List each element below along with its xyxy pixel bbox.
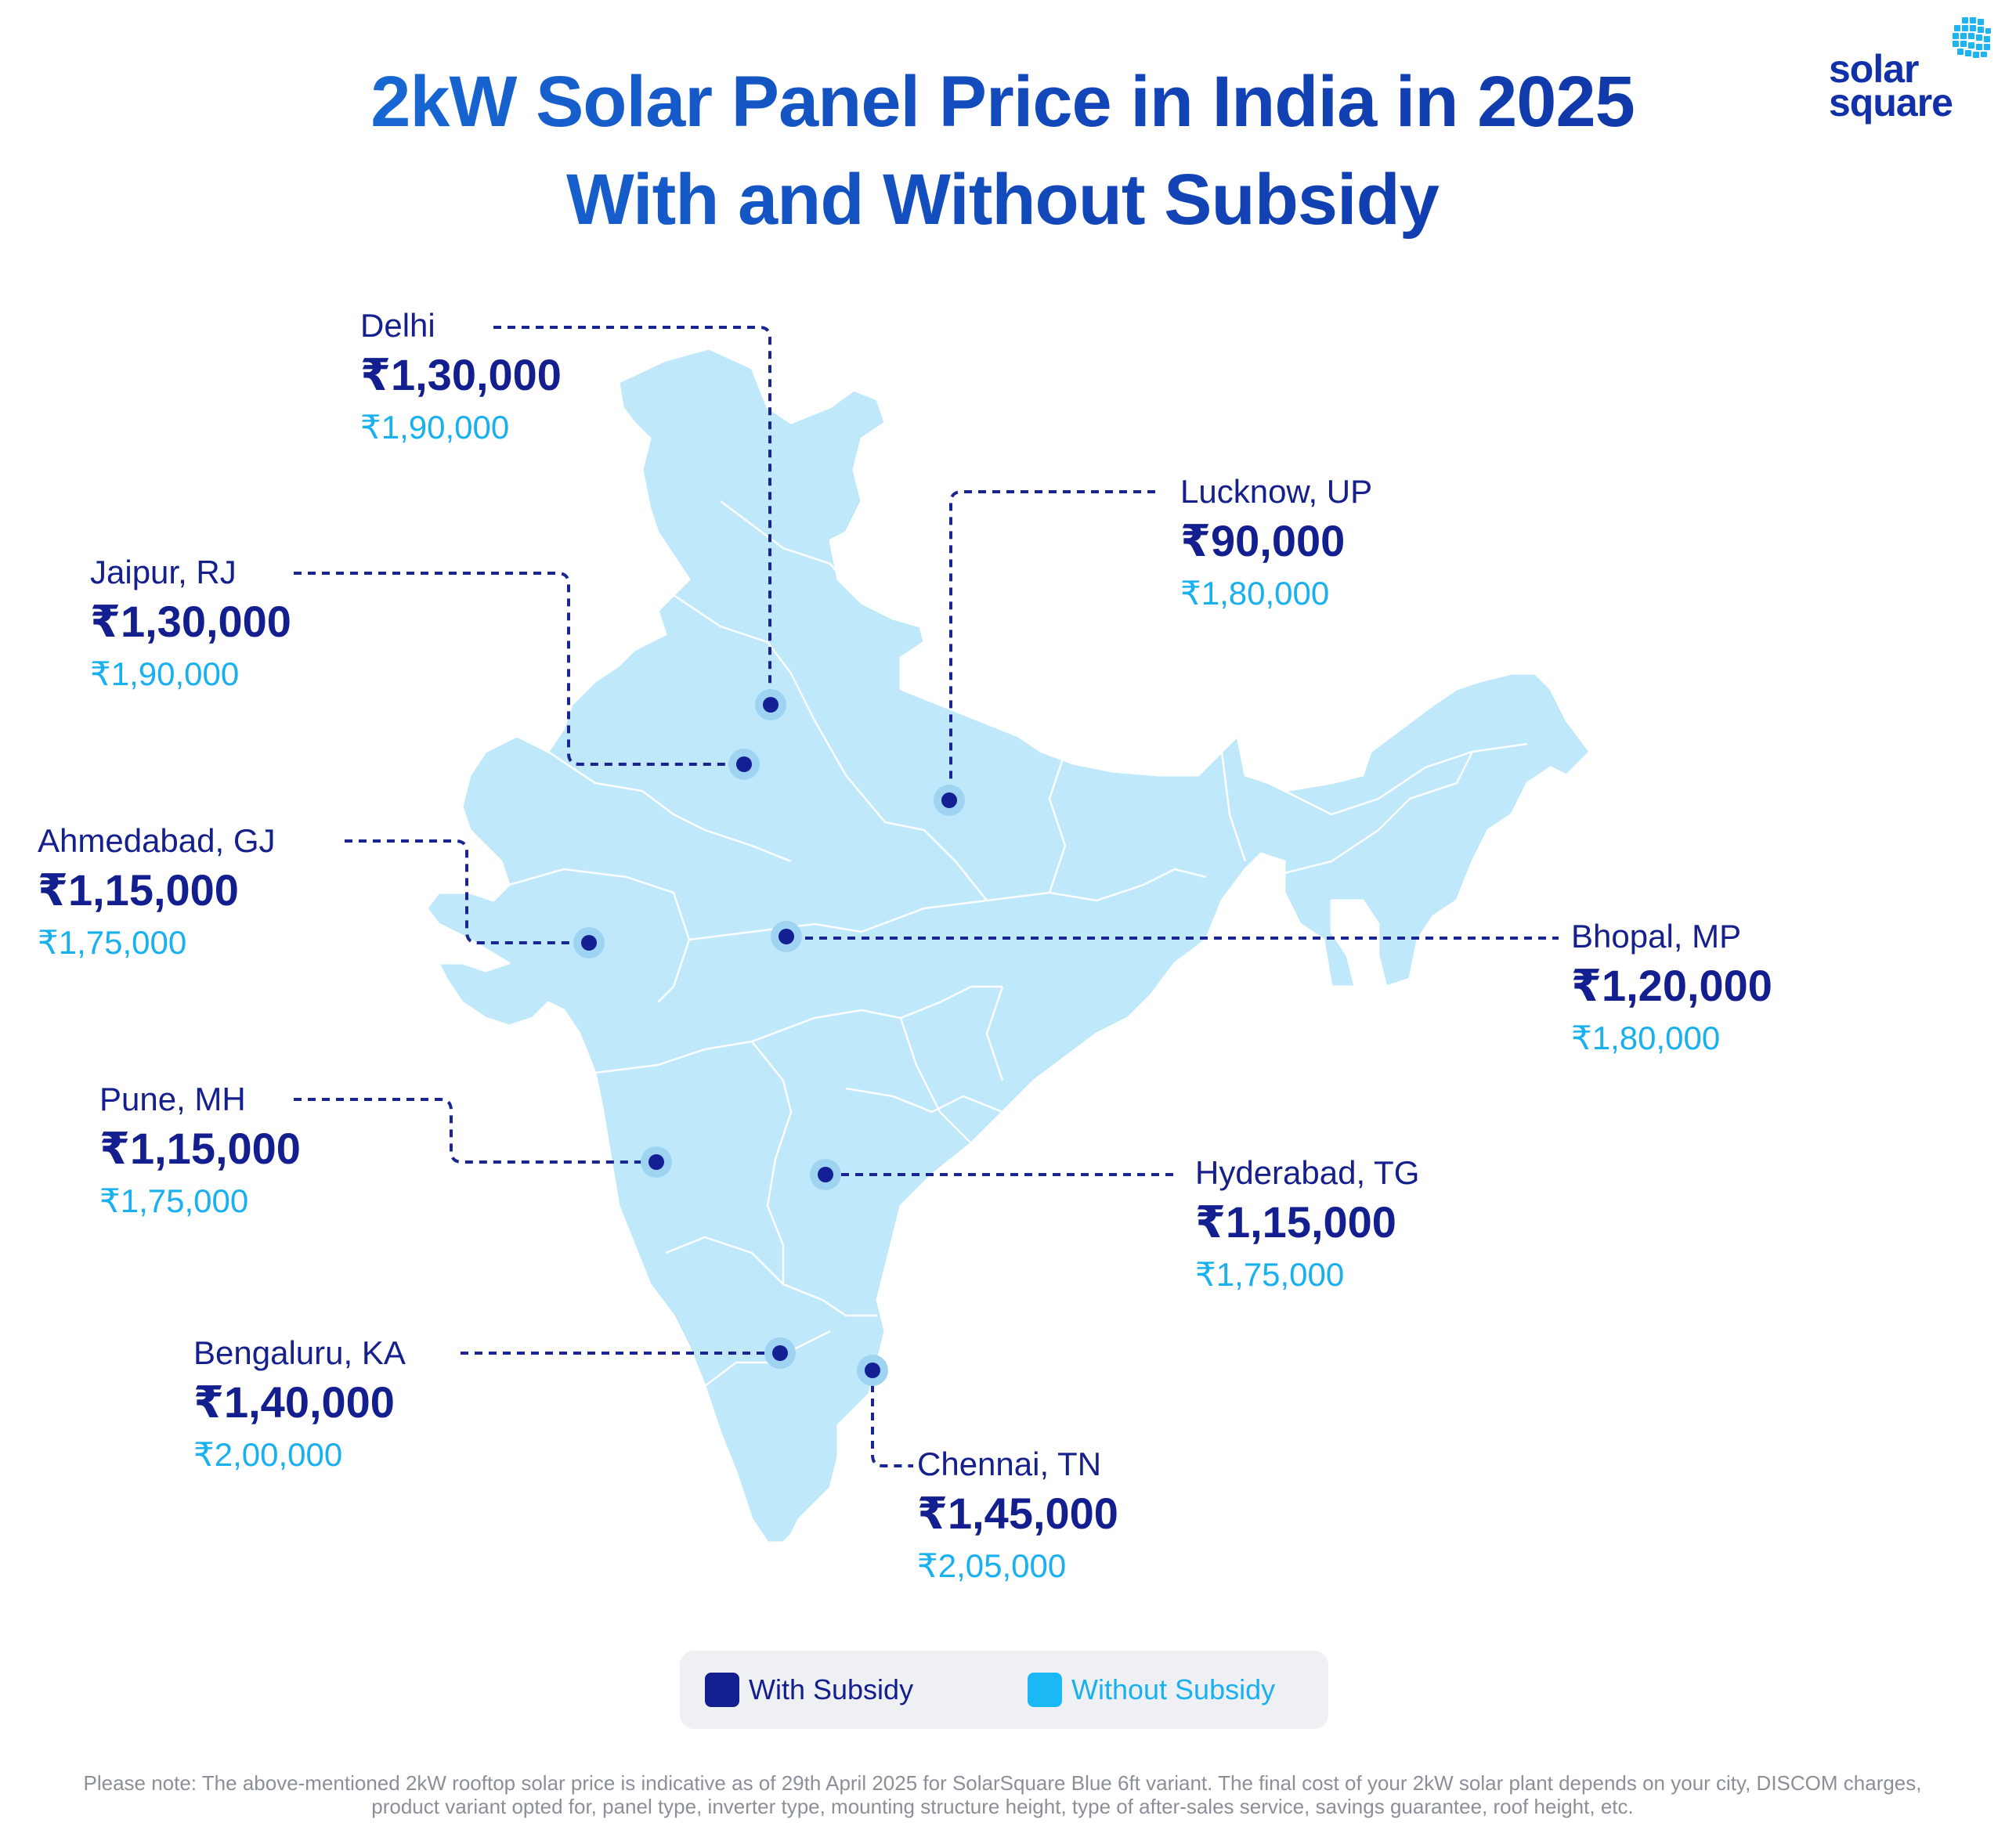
city-label-chennai: Chennai, TN ₹1,45,000 ₹2,05,000: [917, 1444, 1118, 1588]
price-with-subsidy: ₹1,45,000: [917, 1489, 1118, 1538]
city-name: Delhi: [360, 307, 435, 344]
city-marker-bengaluru: [764, 1337, 796, 1369]
price-with-subsidy: ₹1,30,000: [90, 597, 291, 646]
price-without-subsidy: ₹1,90,000: [90, 655, 240, 692]
city-marker-delhi: [755, 689, 786, 720]
leader-line-jaipur: [294, 572, 744, 766]
page-subtitle: With and Without Subsidy: [0, 157, 2005, 243]
city-name: Ahmedabad, GJ: [38, 822, 276, 859]
price-without-subsidy: ₹1,75,000: [38, 924, 187, 961]
city-name: Lucknow, UP: [1180, 473, 1373, 510]
city-name: Chennai, TN: [917, 1446, 1102, 1482]
legend-label-without-subsidy: Without Subsidy: [1071, 1673, 1276, 1705]
logo-word-square: square: [1829, 81, 1953, 125]
disclaimer-note: Please note: The above-mentioned 2kW roo…: [83, 1771, 1922, 1818]
leader-line-delhi: [493, 326, 771, 705]
price-with-subsidy: ₹1,30,000: [360, 350, 562, 399]
city-marker-bhopal: [771, 921, 802, 952]
price-with-subsidy: ₹1,20,000: [1571, 961, 1772, 1010]
legend-item-without-subsidy: Without Subsidy: [1028, 1673, 1275, 1707]
city-label-lucknow: Lucknow, UP ₹90,000 ₹1,80,000: [1180, 471, 1372, 615]
city-name: Pune, MH: [99, 1081, 246, 1117]
city-label-bhopal: Bhopal, MP ₹1,20,000 ₹1,80,000: [1571, 916, 1772, 1060]
leader-line-pune: [294, 1098, 656, 1164]
city-name: Jaipur, RJ: [90, 554, 237, 590]
city-marker-pune: [641, 1146, 672, 1178]
price-without-subsidy: ₹2,00,000: [193, 1436, 343, 1473]
city-name: Bhopal, MP: [1571, 918, 1742, 955]
solarsquare-logo: solar square: [1829, 16, 1993, 125]
city-name: Bengaluru, KA: [193, 1334, 406, 1371]
city-label-ahmedabad: Ahmedabad, GJ ₹1,15,000 ₹1,75,000: [38, 821, 276, 965]
price-with-subsidy: ₹1,15,000: [99, 1124, 301, 1173]
leader-line-ahmedabad: [345, 839, 587, 944]
solar-grid-icon: [1953, 17, 1991, 58]
legend-swatch-without-subsidy: [1028, 1673, 1062, 1707]
price-without-subsidy: ₹1,80,000: [1180, 575, 1330, 612]
price-with-subsidy: ₹1,40,000: [193, 1377, 395, 1427]
leader-line-chennai: [871, 1370, 913, 1467]
city-marker-ahmedabad: [573, 927, 605, 958]
page-title: 2kW Solar Panel Price in India in 2025: [0, 59, 2005, 145]
leader-line-lucknow: [949, 490, 1155, 799]
legend: With Subsidy Without Subsidy: [680, 1651, 1328, 1729]
price-without-subsidy: ₹2,05,000: [917, 1547, 1067, 1584]
price-without-subsidy: ₹1,90,000: [360, 409, 510, 446]
city-label-bengaluru: Bengaluru, KA ₹1,40,000 ₹2,00,000: [193, 1333, 406, 1477]
price-without-subsidy: ₹1,80,000: [1571, 1020, 1721, 1056]
city-label-pune: Pune, MH ₹1,15,000 ₹1,75,000: [99, 1079, 301, 1223]
city-marker-hyderabad: [810, 1159, 841, 1190]
city-marker-chennai: [857, 1355, 888, 1386]
price-with-subsidy: ₹90,000: [1180, 516, 1346, 565]
legend-item-with-subsidy: With Subsidy: [705, 1673, 913, 1707]
price-with-subsidy: ₹1,15,000: [38, 865, 239, 915]
city-name: Hyderabad, TG: [1195, 1154, 1420, 1191]
logo-word-solar: solar: [1829, 47, 1920, 91]
legend-label-with-subsidy: With Subsidy: [749, 1673, 914, 1705]
city-marker-lucknow: [934, 785, 965, 816]
price-with-subsidy: ₹1,15,000: [1195, 1197, 1396, 1247]
legend-swatch-with-subsidy: [705, 1673, 739, 1707]
price-without-subsidy: ₹1,75,000: [99, 1182, 249, 1219]
city-label-hyderabad: Hyderabad, TG ₹1,15,000 ₹1,75,000: [1195, 1153, 1419, 1297]
price-without-subsidy: ₹1,75,000: [1195, 1256, 1345, 1293]
india-outline: [425, 347, 1591, 1544]
city-label-jaipur: Jaipur, RJ ₹1,30,000 ₹1,90,000: [90, 552, 291, 696]
city-marker-jaipur: [728, 749, 760, 780]
city-label-delhi: Delhi ₹1,30,000 ₹1,90,000: [360, 305, 562, 449]
